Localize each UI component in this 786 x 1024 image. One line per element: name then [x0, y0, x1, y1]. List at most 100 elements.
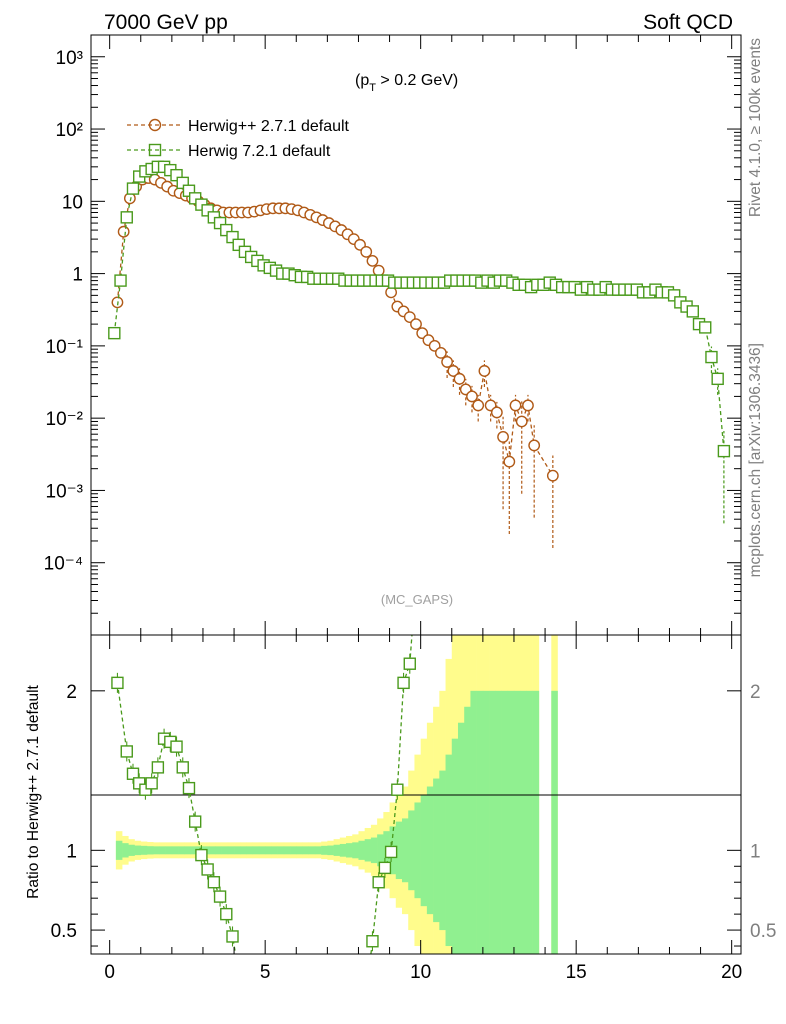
main-y-tick-label: 10⁻⁴: [44, 554, 83, 575]
ratio-y-tick-label-right: 1: [750, 841, 761, 862]
ratio-band-inner: [526, 690, 533, 954]
ratio-band-inner: [277, 846, 285, 855]
ratio-point-herwig7: [176, 761, 189, 774]
ratio-band-inner: [190, 846, 198, 855]
ratio-y-tick-label-right: 0.5: [750, 921, 776, 942]
ratio-point-herwig7: [201, 863, 214, 876]
main-point-herwigpp: [546, 469, 559, 482]
main-point-herwigpp: [522, 399, 534, 412]
ratio-point-herwig7: [372, 876, 385, 889]
header-right: Soft QCD: [643, 11, 733, 34]
ratio-point-herwig7: [139, 783, 152, 796]
main-point-herwig7: [220, 223, 233, 237]
ratio-band-inner: [433, 778, 440, 923]
legend-label-herwigpp: Herwig++ 2.7.1 default: [188, 118, 350, 135]
main-point-herwig7: [188, 192, 202, 205]
main-point-herwigpp: [453, 372, 466, 385]
ratio-band-inner: [327, 845, 334, 856]
ratio-point-herwig7: [145, 777, 158, 790]
ratio-y-tick-label: 2: [66, 682, 77, 703]
ratio-band-inner: [364, 839, 372, 862]
ratio-band-inner: [290, 846, 297, 855]
main-point-herwig7: [667, 289, 681, 302]
ratio-band-inner: [296, 846, 303, 855]
ratio-point-herwig7: [384, 845, 398, 859]
main-point-herwigpp: [372, 264, 385, 277]
ratio-band-inner: [470, 690, 477, 954]
ratio-point-herwig7: [182, 781, 196, 795]
ratio-band-inner: [408, 810, 415, 891]
ratio-band-inner: [451, 738, 459, 954]
ratio-point-herwig7: [403, 657, 416, 670]
ratio-band-inner: [370, 837, 378, 864]
main-point-herwig7: [108, 326, 121, 340]
main-point-herwig7: [120, 211, 133, 224]
main-point-herwig7: [114, 274, 127, 287]
ratio-point-herwig7: [207, 876, 221, 889]
main-point-herwig7: [213, 216, 227, 230]
x-tick-label: 15: [566, 962, 587, 983]
main-point-herwigpp: [490, 406, 503, 419]
x-tick-label: 5: [260, 962, 271, 983]
ratio-band-inner: [153, 846, 160, 855]
ratio-band-inner: [246, 846, 254, 855]
ratio-band-inner: [302, 846, 310, 855]
ratio-band-inner: [221, 846, 229, 855]
ratio-band-inner: [140, 845, 148, 855]
ratio-band-inner: [395, 821, 403, 880]
main-point-herwigpp: [466, 390, 478, 403]
main-point-herwigpp: [509, 399, 522, 412]
ratio-band-inner: [321, 845, 328, 855]
ratio-band-inner: [333, 844, 341, 856]
ratio-band-inner: [265, 846, 272, 855]
main-y-tick-label: 10⁻³: [46, 481, 84, 502]
ratio-y-tick-label-right: 2: [750, 682, 761, 703]
ratio-band-inner: [283, 846, 291, 855]
ratio-y-tick-label: 1: [66, 841, 77, 862]
main-point-herwigpp: [447, 365, 460, 377]
main-point-herwigpp: [478, 365, 491, 377]
x-tick-label: 10: [410, 962, 431, 983]
main-point-herwigpp: [434, 346, 447, 359]
ratio-band-inner: [215, 846, 222, 855]
ratio-band-inner: [445, 754, 453, 947]
ratio-panel: 0.5 0.51 12 20 5 10 15 20 Ratio to Herwig++ 2.7…: [25, 634, 776, 983]
ratio-band-inner: [402, 818, 409, 883]
ratio-band-inner: [258, 846, 266, 855]
main-point-herwig7: [717, 444, 731, 458]
ratio-band-inner: [314, 846, 322, 855]
ratio-band-inner: [501, 690, 509, 954]
ratio-band-inner: [165, 846, 173, 855]
main-point-herwigpp: [410, 318, 422, 331]
ratio-band-inner: [495, 690, 502, 954]
ratio-band-inner: [507, 690, 515, 954]
ratio-point-herwig7: [226, 930, 239, 943]
main-series-layer: [108, 160, 731, 548]
ratio-band-inner: [551, 690, 558, 954]
legend-marker-herwigpp: [148, 118, 162, 132]
main-y-tick-label: 10: [62, 192, 83, 213]
ratio-band-inner: [308, 846, 316, 855]
ratio-band-inner: [457, 722, 465, 954]
ratio-band-inner: [159, 846, 166, 855]
ratio-y-tick-label: 0.5: [51, 921, 77, 942]
ratio-band-inner: [513, 690, 521, 954]
analysis-tag: (MC_GAPS): [381, 592, 453, 607]
legend: Herwig++ 2.7.1 default Herwig 7.2.1 defa…: [127, 118, 350, 160]
ratio-band-inner: [128, 844, 135, 856]
ratio-band-inner: [134, 845, 142, 856]
ratio-band-inner: [122, 843, 129, 858]
main-point-herwig7: [182, 184, 196, 197]
ratio-band-inner: [464, 706, 471, 954]
ratio-band-inner: [227, 846, 235, 855]
ratio-band-inner: [339, 843, 347, 857]
main-point-herwig7: [705, 350, 718, 364]
ratio-point-herwig7: [397, 676, 410, 690]
ratio-series-layer: [111, 634, 416, 955]
main-point-herwig7: [170, 168, 183, 182]
mcplots-label: mcplots.cern.ch [arXiv:1306.3436]: [747, 343, 764, 577]
ratio-band-inner: [352, 842, 359, 859]
ratio-point-herwig7: [111, 676, 124, 690]
ratio-band-inner: [358, 840, 365, 860]
